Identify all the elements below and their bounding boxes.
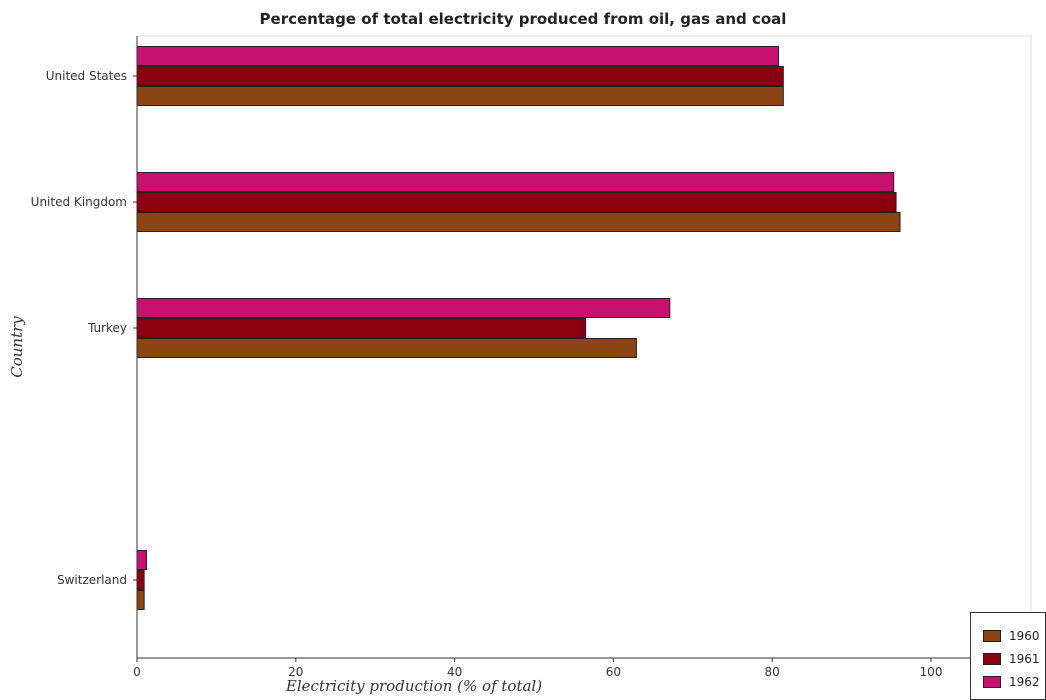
bar-united-states-1960 [136,86,784,106]
x-axis-label: Electricity production (% of total) [285,677,542,695]
bar-switzerland-1960 [136,590,145,610]
bar-switzerland-1962 [136,550,148,570]
bar-united-states-1961 [136,66,784,86]
y-tick-label: United Kingdom [31,195,127,209]
x-tick-label: 0 [133,665,141,679]
x-tick-label: 100 [920,665,943,679]
x-tick-label: 60 [606,665,621,679]
x-tick-label: 80 [765,665,780,679]
bar-united-kingdom-1961 [136,192,897,212]
legend-swatch-1961 [983,653,1001,665]
bar-united-kingdom-1962 [136,172,895,192]
legend-label-1962: 1962 [1009,675,1040,689]
y-axis-label: Country [8,316,26,378]
legend-item-1960: 1960 [983,629,1040,643]
legend-item-1962: 1962 [983,675,1040,689]
legend-swatch-1962 [983,676,1001,688]
legend: 1960 1961 1962 [970,612,1046,700]
legend-label-1961: 1961 [1009,652,1040,666]
y-tick-label: Turkey [87,321,127,335]
bar-switzerland-1961 [136,570,145,590]
bar-turkey-1962 [136,298,671,318]
y-tick-label: Switzerland [57,573,127,587]
bar-turkey-1961 [136,318,587,338]
legend-swatch-1960 [983,630,1001,642]
x-tick-label: 40 [447,665,462,679]
bar-united-kingdom-1960 [136,212,901,232]
legend-item-1961: 1961 [983,652,1040,666]
chart-title: Percentage of total electricity produced… [259,10,787,28]
legend-label-1960: 1960 [1009,629,1040,643]
bar-turkey-1960 [136,338,637,358]
x-tick-label: 20 [288,665,303,679]
y-tick-label: United States [46,69,127,83]
bar-united-states-1962 [136,46,780,66]
